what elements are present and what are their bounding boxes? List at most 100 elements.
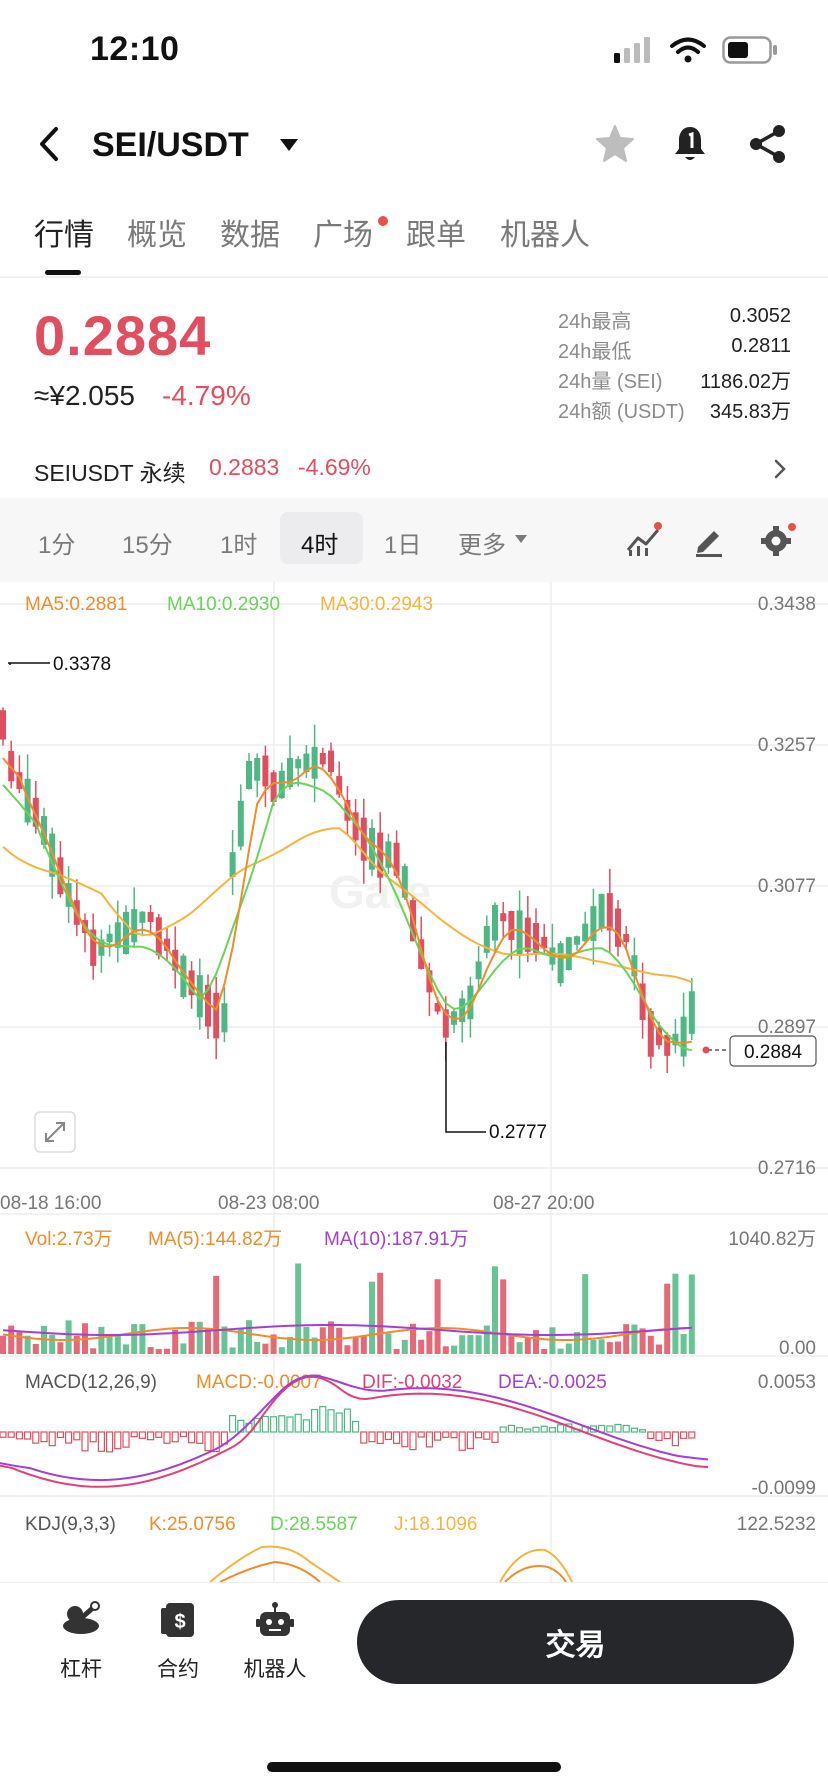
chevron-right-icon[interactable]: [772, 458, 788, 480]
candle-body: [401, 866, 408, 898]
volume-bar: [155, 1348, 162, 1354]
interval-1h[interactable]: 1时: [220, 532, 258, 559]
macd-bar: [32, 1431, 40, 1444]
candle-body: [664, 1034, 671, 1056]
volume-bar: [565, 1343, 572, 1354]
candle-body: [451, 1011, 457, 1025]
tab-bots[interactable]: 机器人: [500, 219, 590, 252]
macd-bar: [278, 1415, 286, 1433]
volume-bar: [590, 1339, 597, 1354]
signal-icon: [614, 37, 650, 63]
perpetual-label[interactable]: SEIUSDT 永续: [34, 460, 186, 486]
candle-body: [508, 911, 515, 940]
tab-square[interactable]: 广场: [313, 219, 373, 252]
chart-gridlines: [0, 582, 828, 1582]
macd-bar: [442, 1431, 450, 1438]
tab-copy-trading[interactable]: 跟单: [406, 219, 466, 252]
volume-bar: [205, 1327, 211, 1354]
home-indicator[interactable]: [267, 1762, 561, 1772]
volume-bar: [656, 1344, 662, 1354]
candle-body: [24, 778, 31, 823]
interval-more[interactable]: 更多: [458, 532, 506, 559]
volume-min: 0.00: [779, 1338, 816, 1359]
candle-body: [221, 1003, 228, 1033]
macd-value: MACD:-0.0007: [196, 1372, 322, 1393]
macd-bar: [360, 1431, 368, 1444]
robot-icon: [256, 1602, 294, 1636]
contract-button[interactable]: $ 合约: [133, 1600, 223, 1683]
candlestick-chart[interactable]: MA5:0.2881 MA10:0.2930 MA30:0.2943 0.343…: [0, 582, 828, 1582]
pair-title[interactable]: SEI/USDT: [92, 126, 249, 164]
macd-bar: [483, 1431, 491, 1440]
back-icon[interactable]: [30, 124, 70, 164]
macd-bar: [73, 1431, 81, 1441]
macd-bar: [515, 1427, 524, 1433]
macd-bar: [384, 1431, 392, 1441]
volume-bar: [139, 1324, 146, 1354]
volume-bar: [582, 1274, 589, 1354]
kdj-j-line: [499, 1548, 573, 1582]
volume-bar: [410, 1323, 416, 1354]
interval-bar: [0, 498, 828, 582]
volume-bar: [606, 1342, 613, 1354]
volume-bar: [631, 1324, 638, 1354]
star-icon[interactable]: [593, 122, 637, 166]
candle-body: [8, 750, 15, 782]
stat-value-volume: 1186.02万: [700, 371, 791, 393]
volume-ma5-legend: MA(5):144.82万: [148, 1229, 282, 1250]
square-notification-dot: [378, 216, 388, 226]
volume-bar: [188, 1321, 195, 1354]
low-marker: 0.2777: [489, 1122, 547, 1143]
candle-body: [434, 1003, 441, 1012]
volume-bar: [254, 1342, 261, 1354]
tab-data[interactable]: 数据: [220, 219, 280, 252]
x-tick: 08-27 20:00: [493, 1193, 594, 1214]
candle-body: [0, 710, 6, 740]
volume-max: 1040.82万: [728, 1229, 816, 1250]
main-tabs: 行情 概览 数据 广场 跟单 机器人: [0, 210, 828, 276]
macd-bar: [294, 1413, 302, 1433]
pair-dropdown-icon[interactable]: [278, 136, 300, 154]
trade-button[interactable]: 交易: [357, 1600, 794, 1684]
indicators-icon[interactable]: [624, 522, 662, 558]
candle-body: [639, 983, 646, 1020]
share-icon[interactable]: [746, 122, 790, 166]
interval-1m[interactable]: 1分: [38, 532, 76, 559]
draw-tool-icon[interactable]: [692, 523, 726, 557]
candle-body: [557, 943, 564, 984]
candle-body: [656, 1027, 662, 1046]
candle-body: [475, 961, 482, 980]
leverage-button[interactable]: 杠杆: [36, 1600, 126, 1683]
candle-body: [680, 1016, 687, 1057]
macd-bar: [393, 1431, 401, 1444]
interval-4h[interactable]: 4时: [301, 532, 339, 559]
macd-bar: [466, 1431, 474, 1450]
tab-overview[interactable]: 概览: [127, 219, 187, 252]
volume-bar: [114, 1334, 121, 1354]
interval-15m[interactable]: 15分: [122, 532, 173, 559]
ma30-line: [2, 827, 693, 984]
candle-body: [311, 746, 318, 779]
macd-bar: [540, 1425, 548, 1433]
interval-1d[interactable]: 1日: [384, 532, 422, 559]
volume-bar: [442, 1346, 449, 1354]
candle-body: [32, 797, 39, 827]
macd-bar: [319, 1406, 327, 1433]
macd-bar: [663, 1431, 671, 1440]
macd-bar: [425, 1431, 433, 1448]
y-tick: 0.3077: [758, 876, 816, 897]
candle-body: [180, 955, 187, 998]
macd-bar: [450, 1431, 458, 1439]
macd-bar: [179, 1431, 187, 1438]
volume-bar: [229, 1347, 236, 1354]
volume-bar: [492, 1266, 498, 1354]
tab-market[interactable]: 行情: [34, 219, 94, 252]
chart-settings-gear-icon[interactable]: [758, 521, 798, 559]
volume-bar: [106, 1335, 113, 1354]
price-alert-bell-icon[interactable]: [668, 122, 712, 166]
expand-chart-icon[interactable]: [34, 1111, 76, 1153]
robot-button[interactable]: 机器人: [230, 1600, 320, 1683]
macd-bar: [130, 1431, 138, 1438]
volume-bar: [287, 1336, 293, 1354]
more-caret-icon[interactable]: [514, 534, 528, 544]
